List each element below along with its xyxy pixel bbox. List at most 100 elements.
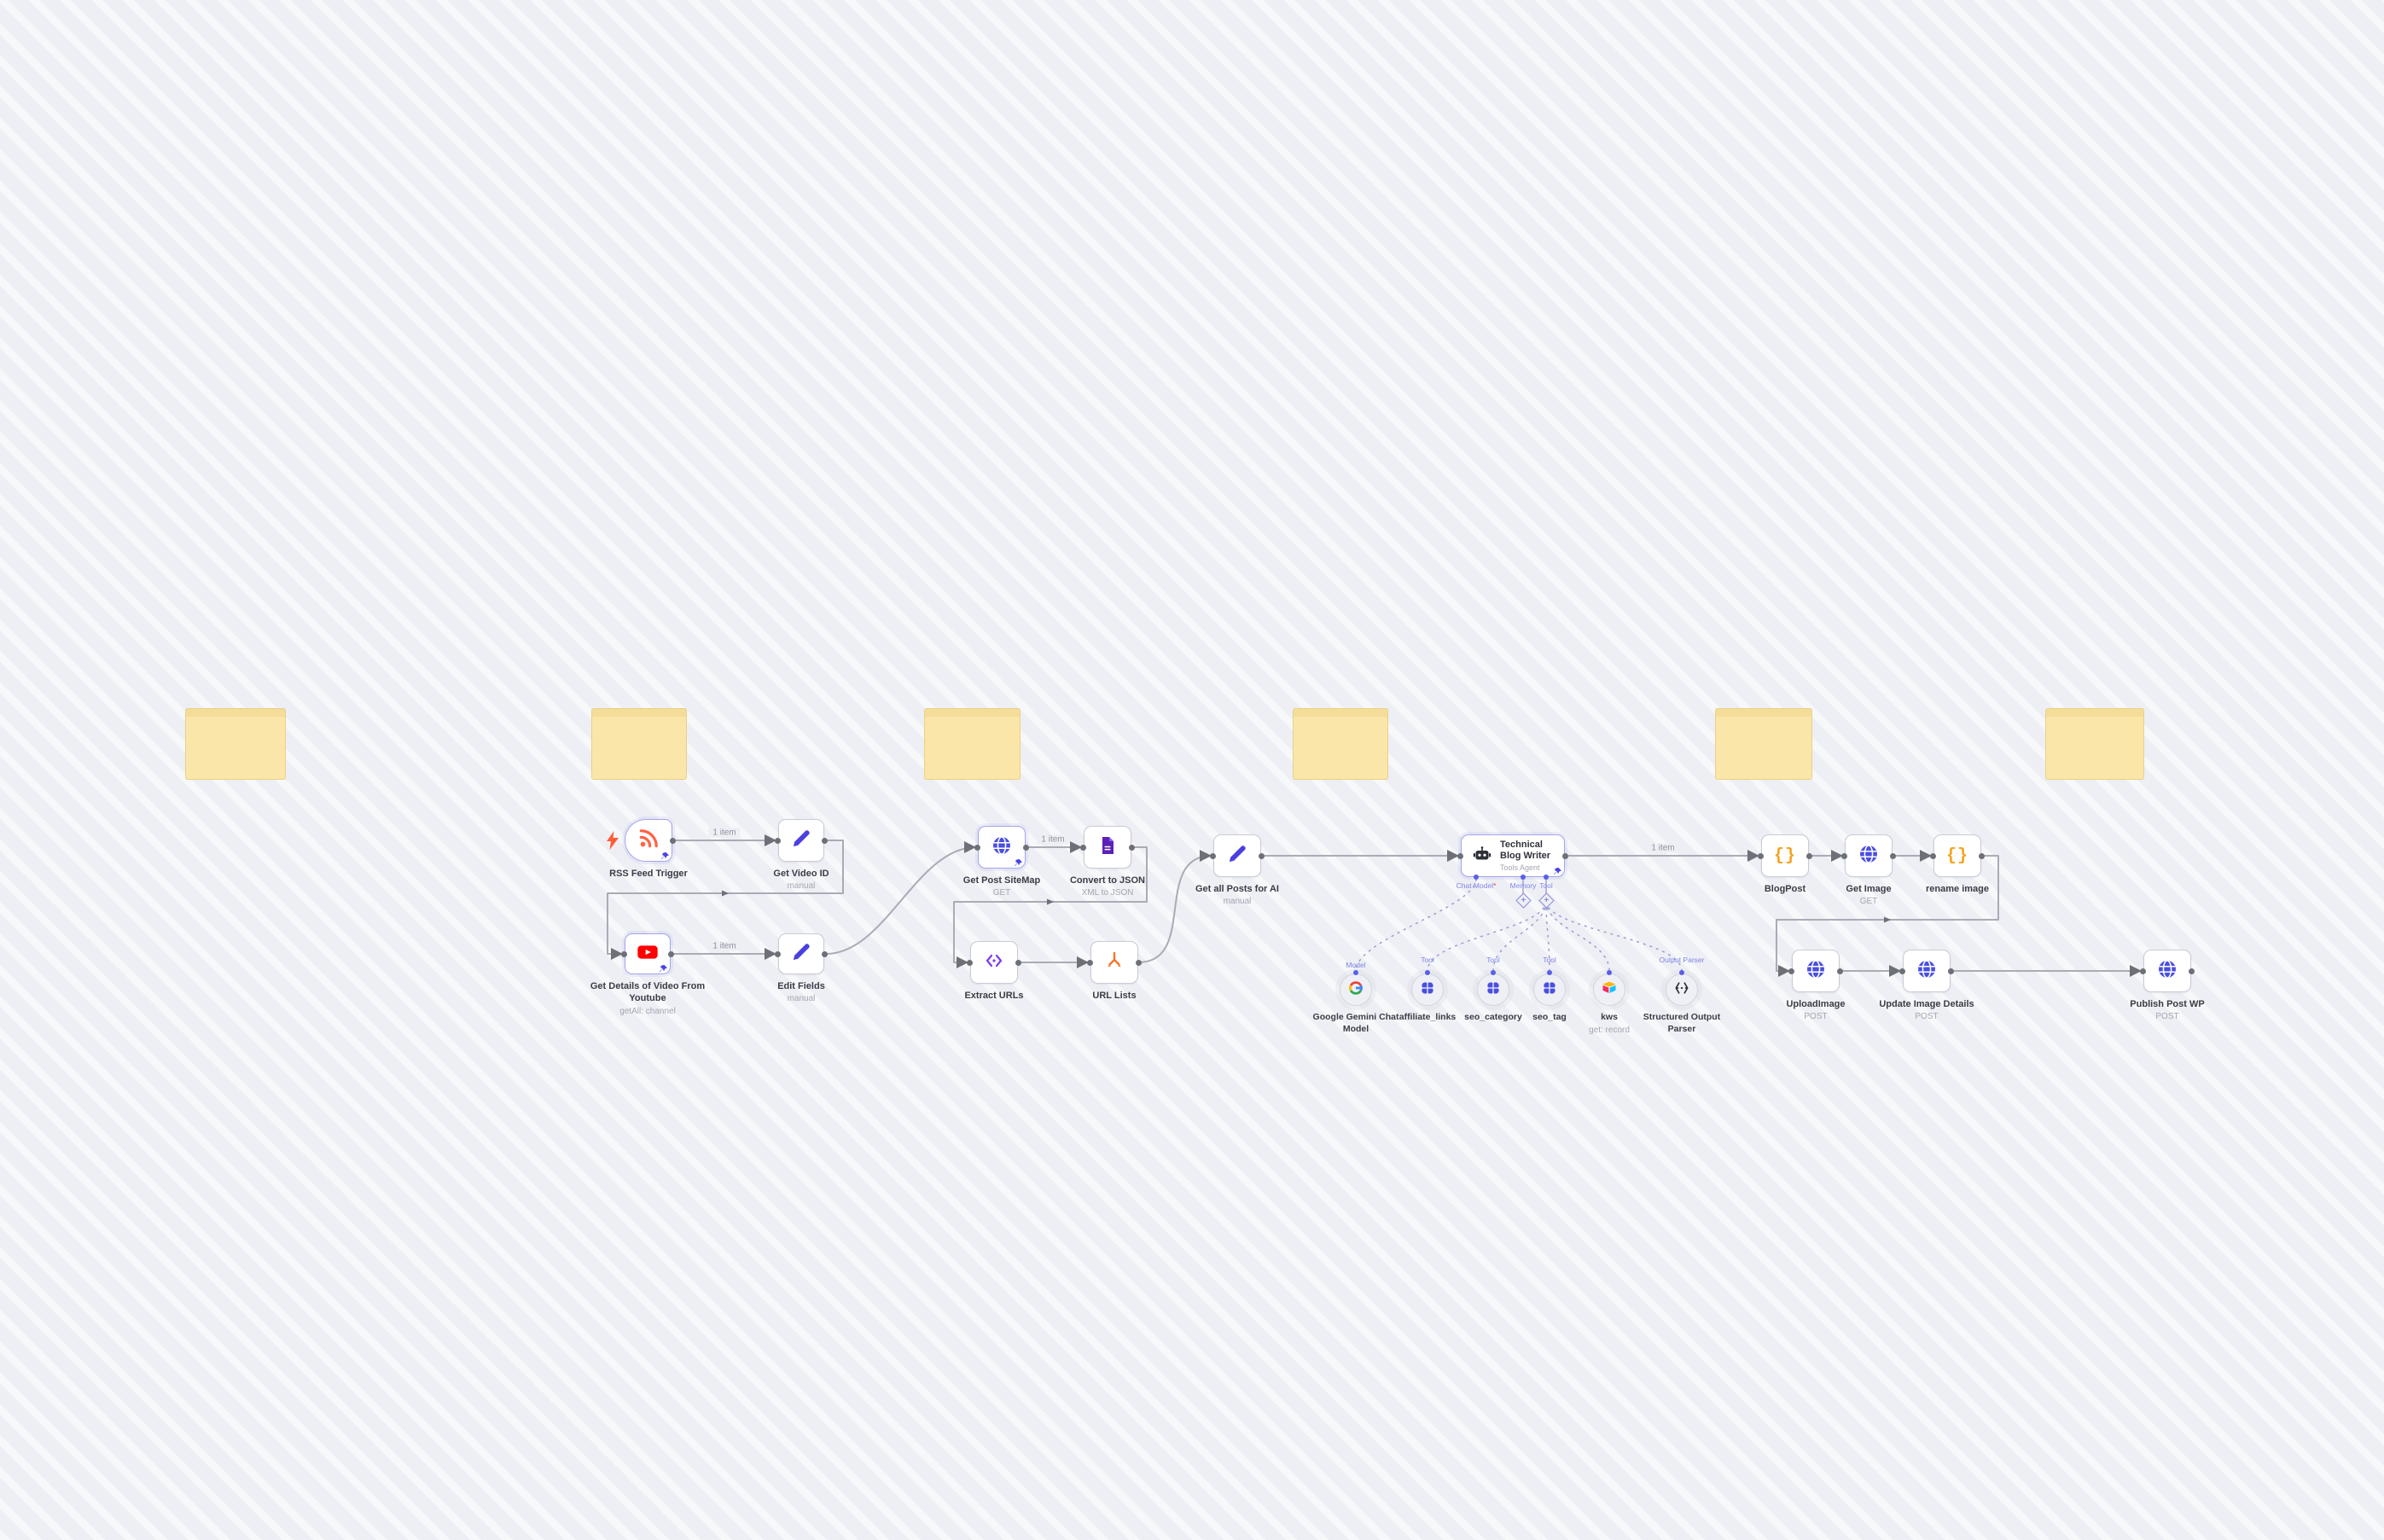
node-title: Get all Posts for AI (1195, 884, 1279, 894)
output-connector-dot[interactable] (1136, 959, 1142, 966)
sticky-note[interactable] (591, 708, 687, 780)
input-connector-dot[interactable] (1210, 852, 1216, 859)
output-connector-dot[interactable] (670, 837, 676, 844)
node-rss[interactable] (625, 819, 672, 862)
trigger-lightning-icon (606, 831, 619, 850)
output-connector-dot[interactable] (822, 950, 828, 957)
required-asterisk: * (1493, 881, 1497, 890)
node-label: UploadImage POST (1747, 998, 1884, 1022)
sticky-note[interactable] (2045, 708, 2144, 780)
input-connector-dot[interactable] (967, 959, 973, 966)
output-connector-dot[interactable] (1015, 959, 1021, 966)
agent-sub-connector-dot[interactable] (1521, 875, 1526, 880)
node-title: BlogPost (1764, 884, 1806, 894)
input-connector-dot[interactable] (1087, 959, 1093, 966)
node-update-image-details[interactable] (1903, 950, 1951, 992)
input-connector-dot[interactable] (974, 844, 980, 851)
output-connector-dot[interactable] (2189, 968, 2195, 974)
connection-items-label: 1 item (708, 941, 741, 951)
input-connector-dot[interactable] (621, 950, 627, 957)
node-subtitle: GET (992, 888, 1011, 898)
output-connector-dot[interactable] (1259, 852, 1265, 859)
split-icon (1104, 950, 1125, 975)
input-connector-dot[interactable] (1899, 968, 1905, 974)
node-subtitle: manual (787, 881, 816, 892)
sticky-note[interactable] (185, 708, 286, 780)
node-extract-urls[interactable] (970, 941, 1018, 984)
output-connector-dot[interactable] (1023, 844, 1029, 851)
sticky-note[interactable] (1715, 708, 1812, 780)
output-connector-dot[interactable] (1806, 852, 1812, 859)
tool-input-connector-dot[interactable] (1425, 970, 1430, 975)
input-connector-dot[interactable] (1080, 844, 1086, 851)
tool-title: Structured Output Parser (1643, 1012, 1721, 1034)
node-title: Get Video ID (773, 869, 829, 879)
node-upload-image[interactable] (1792, 950, 1840, 992)
tool-node-seo-category[interactable] (1477, 973, 1509, 1006)
tool-node-affiliate-links[interactable] (1411, 973, 1444, 1006)
node-label: Get Video ID manual (733, 868, 869, 892)
node-title: UploadImage (1786, 999, 1846, 1009)
node-subtitle: POST (1915, 1012, 1939, 1022)
tool-title: kws (1601, 1012, 1618, 1022)
agent-sub-connector-dot[interactable] (1474, 875, 1479, 880)
node-technical-blog-writer[interactable]: Technical Blog Writer Tools Agent (1461, 834, 1565, 877)
node-title: URL Lists (1092, 991, 1137, 1001)
node-publish-post-wp[interactable] (2143, 950, 2191, 992)
node-get-video-id[interactable] (778, 819, 824, 862)
input-connector-dot[interactable] (775, 950, 781, 957)
node-get-all-posts-for-ai[interactable] (1213, 834, 1261, 877)
tool-connector-type-label: Output Parser (1659, 956, 1705, 964)
node-subtitle: POST (2155, 1012, 2179, 1022)
node-label: Update Image Details POST (1858, 998, 1995, 1022)
agent-connector-label: Tool (1539, 881, 1553, 890)
node-get-image[interactable] (1845, 834, 1893, 877)
input-connector-dot[interactable] (1841, 852, 1847, 859)
tool-node-kws[interactable] (1593, 973, 1625, 1006)
tool-input-connector-dot[interactable] (1353, 970, 1358, 975)
node-blogpost[interactable]: {} (1761, 834, 1809, 877)
node-convert-to-json[interactable] (1084, 826, 1131, 869)
tool-node-label: Google Gemini Chat Model (1309, 1012, 1403, 1035)
agent-sub-connector-dot[interactable] (1544, 875, 1549, 880)
globe-icon (1858, 843, 1880, 869)
output-connector-dot[interactable] (1890, 852, 1896, 859)
node-label: URL Lists (1046, 990, 1183, 1002)
input-connector-dot[interactable] (1788, 968, 1794, 974)
pinned-data-icon (1014, 857, 1023, 867)
tool-title: affiliate_links (1398, 1012, 1457, 1022)
output-connector-dot[interactable] (1129, 844, 1135, 851)
node-subtitle: manual (787, 994, 816, 1004)
tool-node-structured-output-parser[interactable] (1666, 973, 1698, 1006)
input-connector-dot[interactable] (2140, 968, 2146, 974)
tool-input-connector-dot[interactable] (1679, 970, 1684, 975)
node-get-post-sitemap[interactable] (978, 826, 1026, 869)
connector-label-text: Memory (1509, 881, 1537, 890)
node-youtube[interactable] (625, 933, 671, 974)
output-connector-dot[interactable] (822, 837, 828, 844)
tool-input-connector-dot[interactable] (1491, 970, 1496, 975)
output-connector-dot[interactable] (668, 950, 674, 957)
tool-input-connector-dot[interactable] (1547, 970, 1552, 975)
input-connector-dot[interactable] (1758, 852, 1764, 859)
tool-node-google-gemini-chat-model[interactable] (1340, 973, 1372, 1006)
node-label: Convert to JSON XML to JSON (1039, 875, 1176, 898)
output-connector-dot[interactable] (1948, 968, 1954, 974)
output-connector-dot[interactable] (1562, 852, 1568, 859)
connection-items-label: 1 item (708, 828, 741, 838)
sticky-note[interactable] (924, 708, 1020, 780)
output-connector-dot[interactable] (1979, 852, 1985, 859)
tool-input-connector-dot[interactable] (1607, 970, 1612, 975)
node-rename-image[interactable]: {} (1933, 834, 1981, 877)
input-connector-dot[interactable] (1457, 852, 1463, 859)
sticky-note[interactable] (1293, 708, 1388, 780)
input-connector-dot[interactable] (775, 837, 781, 844)
tool-node-seo-tag[interactable] (1533, 973, 1566, 1006)
youtube-icon (636, 940, 660, 968)
node-edit-fields[interactable] (778, 933, 824, 974)
input-connector-dot[interactable] (1930, 852, 1936, 859)
output-connector-dot[interactable] (1837, 968, 1843, 974)
node-url-lists[interactable] (1090, 941, 1138, 984)
node-title: Publish Post WP (2130, 999, 2205, 1009)
